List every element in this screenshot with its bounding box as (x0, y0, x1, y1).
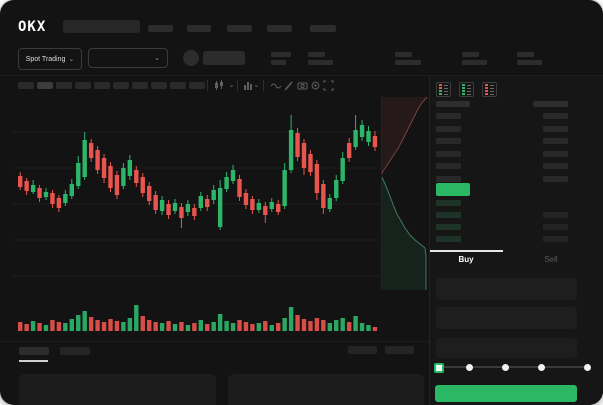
search-input[interactable] (63, 20, 140, 33)
volume-pane-divider (0, 341, 429, 342)
tab-sell[interactable]: Sell (544, 255, 558, 264)
buy-button[interactable] (435, 385, 577, 402)
amount-slider[interactable] (438, 366, 588, 368)
ask-row-amount[interactable] (543, 163, 568, 169)
ask-row-price[interactable] (436, 113, 461, 119)
bid-row-amount[interactable] (543, 224, 568, 230)
pair-coin-icon (183, 50, 199, 66)
panel-divider (429, 76, 430, 405)
order-book-amount-header (533, 101, 568, 107)
bid-row-price[interactable] (436, 200, 461, 206)
timeframe-button-6[interactable] (113, 82, 129, 89)
chevron-down-icon: ⌄ (154, 54, 160, 62)
okx-logo: OKX (18, 19, 47, 35)
timeframe-button-5[interactable] (94, 82, 110, 89)
ask-row-price[interactable] (436, 163, 461, 169)
chevron-down-icon[interactable]: ⌄ (228, 80, 235, 89)
ask-row-price[interactable] (436, 125, 461, 132)
bid-row-price[interactable] (436, 236, 461, 242)
tab-buy[interactable]: Buy (458, 255, 474, 264)
pair-dropdown[interactable]: ⌄ (88, 48, 168, 68)
market-type-dropdown[interactable]: Spot Trading ⌄ (18, 48, 82, 70)
timeframe-button-7[interactable] (132, 82, 148, 89)
toolbar-divider (237, 80, 238, 91)
chart-tab-active[interactable] (19, 347, 49, 355)
slider-stop-3[interactable] (538, 364, 545, 371)
order-book-price-header (436, 101, 470, 107)
slider-stop-4[interactable] (584, 364, 591, 371)
pair-name-placeholder (203, 51, 245, 65)
bid-row-price[interactable] (436, 224, 461, 230)
market-type-label: Spot Trading (25, 55, 66, 63)
nav-item-2[interactable] (187, 25, 211, 32)
chart-option-1[interactable] (348, 346, 377, 354)
book-bids-view-icon[interactable] (459, 82, 474, 97)
ask-row-amount[interactable] (543, 138, 568, 144)
history-panel (228, 374, 424, 405)
timeframe-button-8[interactable] (151, 82, 167, 89)
ask-row-amount[interactable] (543, 113, 568, 119)
bid-row-amount[interactable] (543, 236, 568, 242)
last-price-badge[interactable] (436, 183, 470, 196)
timeframe-button-3[interactable] (56, 82, 72, 89)
ask-row-price[interactable] (436, 175, 461, 182)
price-field[interactable] (436, 278, 577, 300)
timeframe-button-10[interactable] (189, 82, 205, 89)
total-field[interactable] (436, 338, 577, 358)
ask-row-price[interactable] (436, 150, 461, 157)
ask-row-amount[interactable] (543, 175, 568, 182)
nav-item-5[interactable] (310, 25, 336, 32)
chart-tab-2[interactable] (60, 347, 90, 355)
amount-field[interactable] (436, 307, 577, 329)
book-split-view-icon[interactable] (436, 82, 451, 97)
header-divider (0, 75, 603, 76)
slider-handle[interactable] (434, 363, 444, 373)
depth-pane-divider (381, 96, 382, 290)
order-book-panel: Buy Sell (430, 76, 603, 405)
toolbar-divider (263, 80, 264, 91)
bid-row-amount[interactable] (543, 212, 568, 218)
chart-option-2[interactable] (385, 346, 414, 354)
timeframe-button-1[interactable] (18, 82, 34, 89)
timeframe-button-4[interactable] (75, 82, 91, 89)
bid-row-price[interactable] (436, 212, 461, 218)
nav-item-3[interactable] (227, 25, 252, 32)
orders-panel (19, 374, 216, 405)
chevron-down-icon[interactable]: ⌄ (253, 80, 260, 89)
timeframe-button-2[interactable] (37, 82, 53, 89)
buy-tab-indicator (430, 250, 503, 252)
toolbar-divider (207, 80, 208, 91)
nav-item-1[interactable] (148, 25, 173, 32)
chevron-down-icon: ⌄ (68, 55, 75, 63)
slider-stop-2[interactable] (502, 364, 509, 371)
ask-row-amount[interactable] (543, 125, 568, 132)
ask-row-price[interactable] (436, 138, 461, 144)
slider-stop-1[interactable] (466, 364, 473, 371)
chart-tab-underline (19, 360, 48, 362)
ask-row-amount[interactable] (543, 150, 568, 157)
nav-item-4[interactable] (267, 25, 292, 32)
timeframe-button-9[interactable] (170, 82, 186, 89)
book-asks-view-icon[interactable] (482, 82, 497, 97)
